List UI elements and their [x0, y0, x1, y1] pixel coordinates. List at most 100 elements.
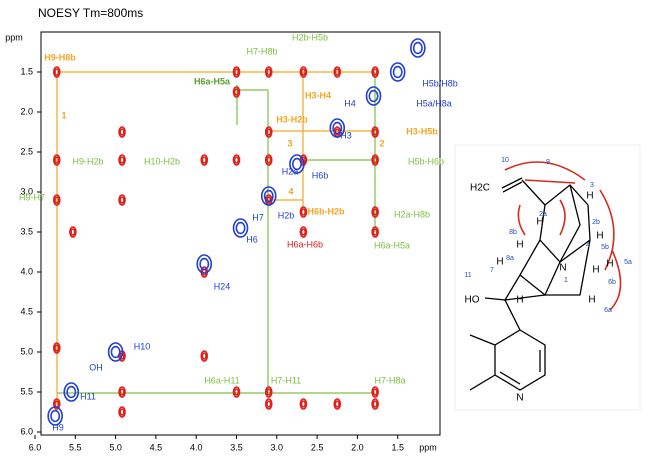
peak-annotation: H6b: [312, 170, 329, 180]
x-tick-label: 2.0: [351, 442, 364, 452]
diagonal-peak: [66, 385, 77, 399]
cross-peak: [70, 228, 76, 236]
diagonal-peak: [199, 257, 210, 271]
cross-peak: [264, 386, 273, 398]
connector: [56, 71, 375, 405]
structure-label: H: [588, 295, 595, 306]
y-tick-label: 3.5: [20, 226, 33, 236]
cross-peak: [264, 126, 273, 138]
diagonal-peak: [107, 342, 124, 362]
structure-label: H: [536, 217, 543, 228]
peak-annotation: H3-H5b: [406, 126, 438, 136]
cross-peak: [266, 128, 272, 136]
cross-peak: [201, 156, 207, 164]
cross-peak: [299, 398, 308, 410]
structure-label: 2a: [539, 211, 547, 218]
peak-annotation: H3: [340, 130, 352, 140]
cross-peak: [52, 66, 61, 78]
peak-annotation: H7-H8a: [374, 375, 405, 385]
cross-peak: [371, 386, 379, 398]
peak-annotation: 4: [288, 186, 293, 196]
peak-annotation: H7-H8b: [246, 46, 277, 56]
peak-annotation: H2a: [282, 166, 299, 176]
structure-label: 3: [590, 182, 594, 189]
y-tick-label: 2.5: [20, 146, 33, 156]
cross-peak: [54, 196, 60, 204]
bonds: [469, 177, 591, 391]
cross-peak: [300, 228, 306, 236]
cross-peak: [233, 156, 240, 164]
peak-annotation: H9-H2b: [72, 156, 103, 166]
cross-peak: [119, 196, 125, 204]
cross-peak: [266, 196, 272, 204]
diagonal-peak: [389, 62, 406, 82]
x-tick-label: 1.5: [391, 442, 404, 452]
peak-annotation: H5b/H8b: [422, 78, 458, 88]
peak-annotation: H4: [344, 98, 356, 108]
peak-annotation: H6a-H11: [204, 375, 239, 385]
cross-peak: [233, 388, 240, 396]
cross-peak: [264, 66, 273, 78]
cross-peak: [266, 156, 272, 164]
diagonal-peak: [110, 345, 121, 359]
diagonal-peak: [263, 189, 274, 203]
structure-label: 9: [546, 159, 550, 166]
peak-annotation: H6a-H5a: [194, 76, 231, 86]
diagonal-peak: [412, 41, 423, 55]
cross-peak: [52, 194, 61, 206]
cross-peak: [118, 386, 126, 398]
structure-label: 7: [490, 267, 494, 274]
peak-annotation: H7: [252, 212, 264, 222]
cross-peak: [372, 128, 378, 136]
x-tick-label: 6.0: [29, 442, 42, 452]
peak-annotation: OH: [89, 362, 103, 372]
cross-peak: [334, 400, 340, 408]
x-tick-label: 3.0: [271, 442, 284, 452]
cross-peak: [52, 342, 61, 354]
peak-annotation: H9-H8b: [44, 52, 76, 62]
diagonal-peak: [63, 382, 80, 402]
peak-annotation: H6b-H2b: [307, 206, 345, 216]
structure-label: N: [559, 263, 566, 274]
structure-label: H: [596, 231, 603, 242]
structure-label: H: [586, 191, 593, 202]
peak-annotation: H3-H4: [305, 90, 331, 100]
peak-annotation: 1: [61, 110, 66, 120]
peak-annotation: 2: [379, 138, 384, 148]
diagonal-peak: [329, 118, 346, 138]
connector: [57, 72, 376, 394]
y-tick-label: 3.0: [20, 186, 33, 196]
peak-annotation: H24: [214, 281, 231, 291]
cross-peak: [118, 126, 126, 138]
peak-annotation: H9: [52, 422, 64, 432]
cross-peak: [372, 400, 378, 408]
structure-label: 1: [564, 277, 568, 284]
cross-peak: [233, 88, 240, 96]
structure-label: H: [496, 257, 503, 268]
diagonal-peak: [289, 154, 305, 174]
structure-label: 8a: [506, 255, 514, 262]
cross-peak: [299, 206, 308, 218]
cross-peak: [371, 226, 379, 238]
structure-label: 4: [586, 242, 590, 249]
cross-peak: [299, 66, 308, 78]
cross-peak: [264, 154, 273, 166]
diagonal-peak: [365, 86, 382, 106]
cross-peak: [232, 154, 241, 166]
x-tick-label: 4.5: [150, 442, 163, 452]
x-tick-label: 4.0: [190, 442, 203, 452]
structure-label: H: [592, 265, 599, 276]
cross-peak: [372, 388, 378, 396]
cross-peak: [371, 154, 379, 166]
x-tick-label: 3.5: [230, 442, 243, 452]
structure-label: 6b: [608, 279, 616, 286]
peak-annotation: H6: [246, 234, 258, 244]
y-tick-label: 6.0: [20, 426, 33, 436]
structure: [454, 144, 641, 411]
cross-peak: [372, 228, 378, 236]
peak-annotation: H9-H7: [19, 192, 45, 202]
peak-annotation: H6a-H6b: [287, 239, 323, 249]
structure-frame: [454, 144, 641, 411]
cross-peak: [334, 128, 340, 136]
peak-annotation: 3: [287, 138, 292, 148]
